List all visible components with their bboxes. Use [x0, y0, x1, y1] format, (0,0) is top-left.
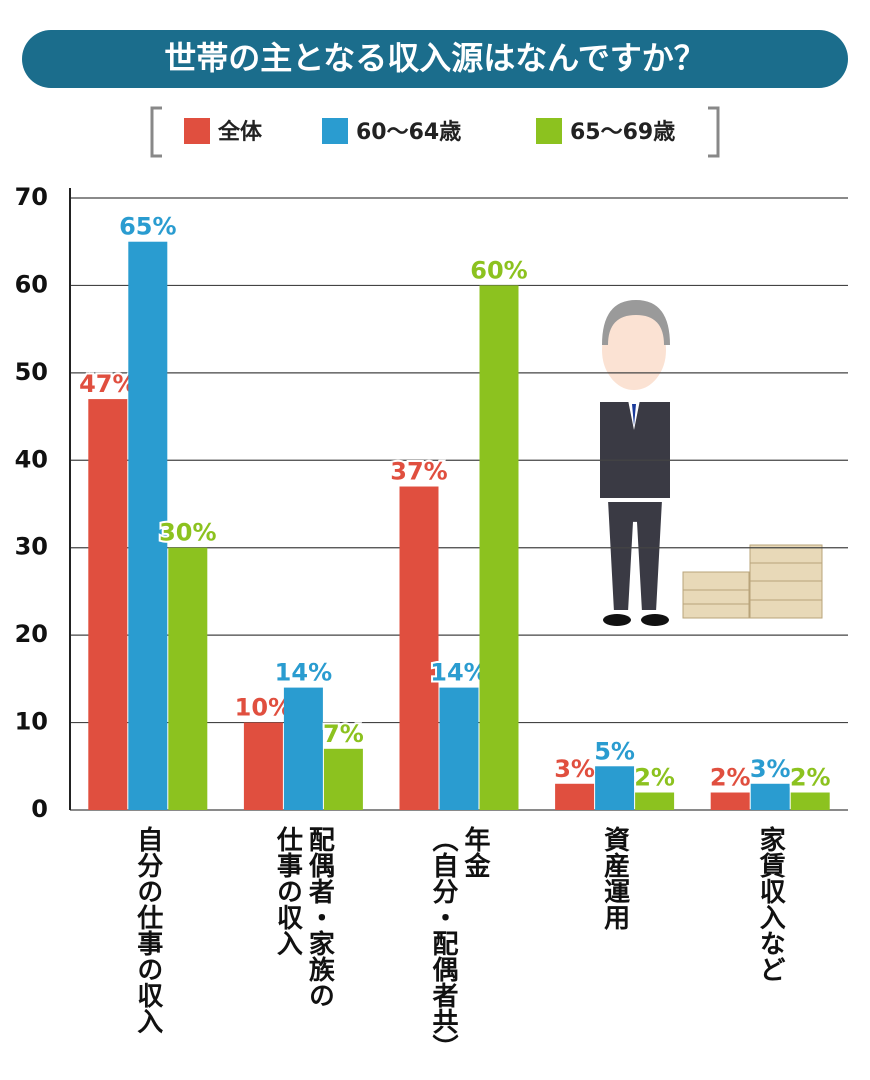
value-label: 37%	[390, 458, 447, 486]
x-tick-label: 配偶者・家族の	[304, 826, 334, 1008]
y-tick-label: 10	[15, 708, 48, 736]
bar	[439, 687, 479, 810]
title-banner	[22, 30, 848, 88]
value-label: 14%	[430, 659, 487, 687]
bar	[168, 547, 208, 810]
x-tick-label: 自分の仕事の収入	[133, 825, 164, 1034]
bar	[555, 783, 595, 810]
bar	[283, 687, 323, 810]
y-tick-label: 50	[15, 358, 48, 386]
x-tick-label: 資産運用	[600, 826, 630, 931]
x-tick-label: （自分・配偶者共）	[428, 826, 458, 1060]
value-label: 3%	[750, 755, 791, 783]
x-tick-label: 年金	[460, 825, 491, 878]
y-tick-label: 20	[15, 620, 48, 648]
value-label: 5%	[594, 737, 635, 765]
value-label: 65%	[119, 213, 176, 241]
legend-swatch	[184, 118, 210, 144]
value-label: 2%	[710, 764, 751, 792]
y-tick-label: 70	[15, 183, 48, 211]
legend-swatch	[322, 118, 348, 144]
value-label: 7%	[323, 720, 364, 748]
value-label: 10%	[235, 694, 292, 722]
legend-label: 65～69歳	[570, 120, 675, 145]
x-tick-label: 仕事の収入	[272, 826, 303, 956]
illustration	[596, 300, 823, 626]
y-tick-label: 60	[15, 270, 48, 298]
bar	[710, 792, 750, 810]
x-tick-label: 家賃収入など	[755, 825, 786, 982]
y-tick-label: 30	[15, 533, 48, 561]
legend-swatch	[536, 118, 562, 144]
bar	[128, 241, 168, 810]
bar	[750, 783, 790, 810]
chart-title: 世帯の主となる収入源はなんですか？	[164, 39, 705, 77]
bar	[479, 285, 519, 810]
bar	[595, 766, 635, 810]
bar	[243, 722, 283, 810]
bar	[399, 486, 439, 810]
bar	[323, 748, 363, 810]
value-label: 2%	[790, 764, 831, 792]
value-label: 14%	[275, 659, 332, 687]
value-label: 47%	[79, 370, 136, 398]
legend-label: 60～64歳	[356, 120, 461, 145]
bar	[790, 792, 830, 810]
legend-bracket	[150, 106, 720, 158]
value-label: 3%	[554, 755, 595, 783]
y-tick-label: 0	[31, 795, 48, 823]
y-tick-label: 40	[15, 445, 48, 473]
value-label: 60%	[470, 256, 527, 284]
value-label: 30%	[159, 519, 216, 547]
legend-label: 全体	[217, 119, 263, 145]
value-label: 2%	[634, 764, 675, 792]
bar	[88, 399, 128, 810]
bar	[635, 792, 675, 810]
